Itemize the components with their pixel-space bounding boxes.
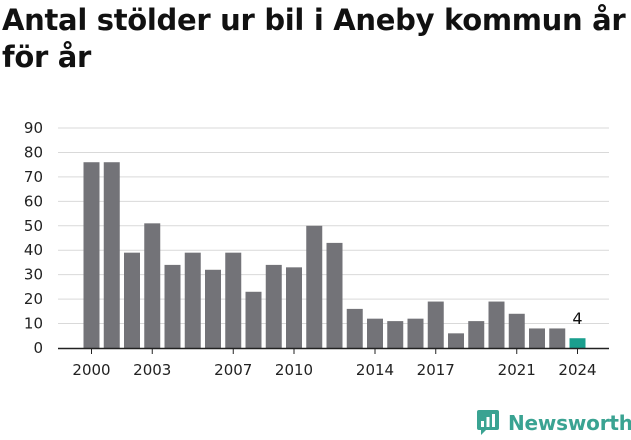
bar-2008 bbox=[245, 291, 262, 348]
bar-2017 bbox=[427, 301, 444, 348]
y-tick-label: 70 bbox=[24, 168, 43, 186]
bar-2007 bbox=[225, 252, 242, 348]
x-tick-label: 2021 bbox=[498, 361, 536, 379]
y-tick-label: 10 bbox=[24, 315, 43, 333]
bar-2023 bbox=[549, 328, 566, 348]
bar-2002 bbox=[124, 252, 140, 348]
bar-2024 bbox=[569, 338, 586, 348]
bar-2020 bbox=[488, 301, 505, 348]
bar-2006 bbox=[205, 269, 221, 348]
bar-2016 bbox=[407, 318, 424, 348]
brand-name: Newsworthy bbox=[508, 411, 631, 435]
bar-2001 bbox=[103, 162, 120, 348]
bar-2011 bbox=[306, 225, 323, 348]
bar-2021 bbox=[508, 313, 525, 348]
newsworthy-logo-icon bbox=[477, 410, 499, 435]
bar-2013 bbox=[346, 308, 363, 348]
bar-2005 bbox=[184, 252, 201, 348]
bar-2022 bbox=[529, 328, 545, 348]
brand-logo: Newsworthy bbox=[476, 406, 631, 440]
bar-2014 bbox=[367, 318, 383, 348]
y-axis-tick-labels: 0 10 20 30 40 50 60 70 80 90 bbox=[24, 119, 43, 357]
x-tick-label: 2024 bbox=[558, 361, 596, 379]
x-tick-label: 2014 bbox=[356, 361, 394, 379]
x-tick-label: 2010 bbox=[275, 361, 313, 379]
x-tick-label: 2017 bbox=[417, 361, 455, 379]
x-axis-tick-labels: 2000 2003 2007 2010 2014 2017 2021 2024 bbox=[72, 348, 597, 379]
bar-2000 bbox=[83, 162, 100, 348]
bar-2003 bbox=[144, 223, 161, 348]
y-tick-label: 0 bbox=[33, 339, 43, 357]
y-tick-label: 60 bbox=[24, 192, 43, 210]
bar-2015 bbox=[387, 321, 404, 348]
x-tick-label: 2000 bbox=[72, 361, 110, 379]
x-tick-label: 2007 bbox=[214, 361, 252, 379]
x-tick-label: 2003 bbox=[133, 361, 171, 379]
y-tick-label: 20 bbox=[24, 290, 43, 308]
y-tick-label: 40 bbox=[24, 241, 43, 259]
data-labels: 4 bbox=[572, 309, 582, 328]
y-tick-label: 50 bbox=[24, 217, 43, 235]
bar-2010 bbox=[286, 267, 302, 348]
y-tick-label: 80 bbox=[24, 143, 43, 161]
bar-chart: 0 10 20 30 40 50 60 70 80 90 2000 2003 2007 2010 2014… bbox=[24, 119, 609, 379]
bar-2009 bbox=[265, 264, 282, 348]
data-label-2024: 4 bbox=[572, 309, 582, 328]
bar-2019 bbox=[468, 321, 485, 348]
y-tick-label: 90 bbox=[24, 119, 43, 137]
chart-title: Antal stölder ur bil i Aneby kommun år f… bbox=[2, 3, 626, 74]
bar-2012 bbox=[326, 242, 343, 348]
bar-2004 bbox=[164, 264, 181, 348]
bars bbox=[83, 162, 586, 348]
y-tick-label: 30 bbox=[24, 266, 43, 284]
bar-2018 bbox=[448, 333, 464, 348]
